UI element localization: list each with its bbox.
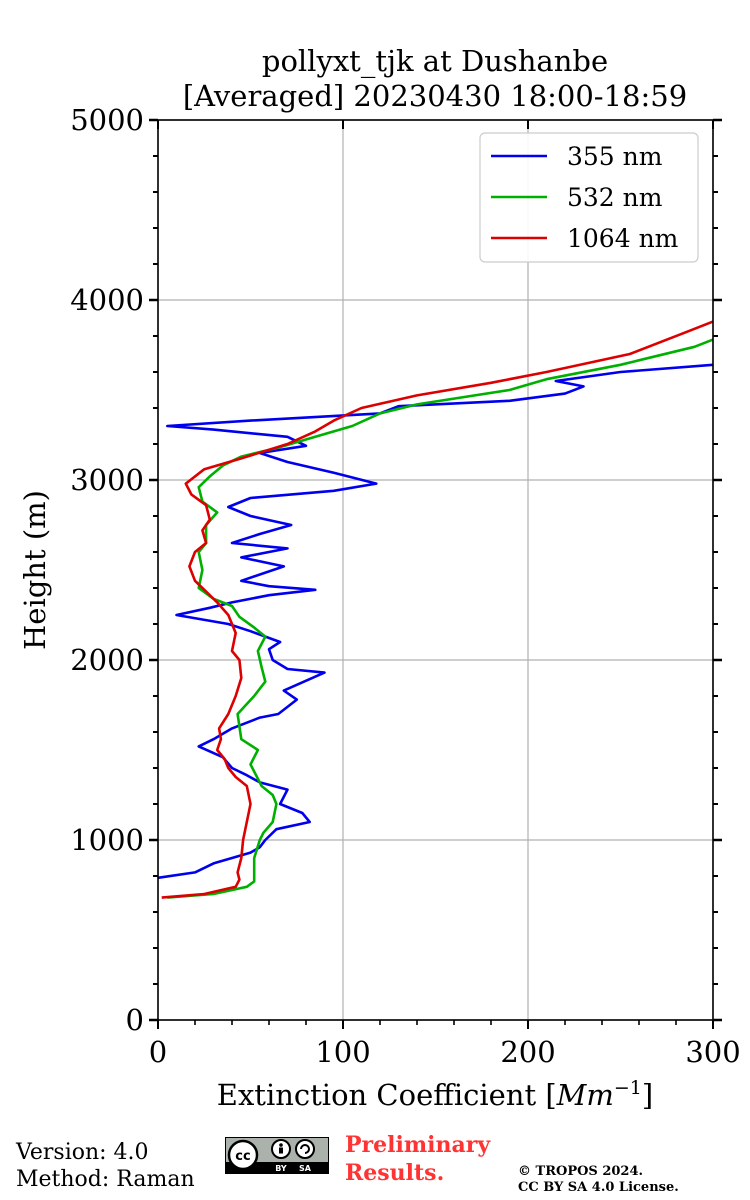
y-axis-label: Height (m): [18, 490, 52, 650]
y-tick-label: 0: [126, 1003, 144, 1037]
chart-title-line2: [Averaged] 20230430 18:00-18:59: [183, 79, 687, 113]
version-text: Version: 4.0: [16, 1140, 149, 1165]
cc-icon-text: cc: [235, 1149, 250, 1164]
method-text: Method: Raman: [16, 1167, 195, 1192]
y-tick-label: 4000: [70, 283, 144, 317]
y-tick-label: 1000: [70, 823, 144, 857]
legend: 355 nm 532 nm 1064 nm: [479, 132, 699, 263]
copyright-line1: © TROPOS 2024.: [518, 1164, 644, 1179]
legend-label: 355 nm: [567, 142, 663, 171]
sa-label: SA: [299, 1164, 312, 1173]
preliminary-line1: Preliminary: [345, 1132, 491, 1158]
by-label: BY: [275, 1164, 287, 1173]
extinction-chart: pollyxt_tjk at Dushanbe [Averaged] 20230…: [18, 44, 741, 1112]
x-tick-label: 100: [315, 1035, 370, 1069]
preliminary-notice: Preliminary Results.: [345, 1131, 490, 1187]
copyright-line2: CC BY SA 4.0 License.: [518, 1180, 679, 1195]
legend-label: 532 nm: [567, 183, 663, 212]
x-tick-label: 0: [149, 1035, 167, 1069]
copyright-notice: © TROPOS 2024. CC BY SA 4.0 License.: [518, 1164, 679, 1196]
plot-frame: [157, 119, 714, 1021]
series-line-355-nm: [157, 363, 714, 880]
cc-by-sa-license-icon: cc BY SA: [225, 1137, 329, 1174]
chart-title-line1: pollyxt_tjk at Dushanbe: [262, 44, 608, 79]
series-line-532-nm: [167, 338, 714, 899]
x-axis-label: Extinction Coefficient [Mm−1]: [217, 1077, 653, 1112]
x-tick-label: 300: [685, 1035, 740, 1069]
plot-area: [157, 320, 714, 899]
y-tick-label: 5000: [70, 103, 144, 137]
preliminary-line2: Results.: [345, 1160, 445, 1186]
y-tick-label: 2000: [70, 643, 144, 677]
legend-label: 1064 nm: [567, 224, 679, 253]
y-tick-label: 3000: [70, 463, 144, 497]
legend-box: [479, 132, 699, 263]
x-tick-label: 200: [500, 1035, 555, 1069]
series-line-1064-nm: [161, 320, 714, 899]
